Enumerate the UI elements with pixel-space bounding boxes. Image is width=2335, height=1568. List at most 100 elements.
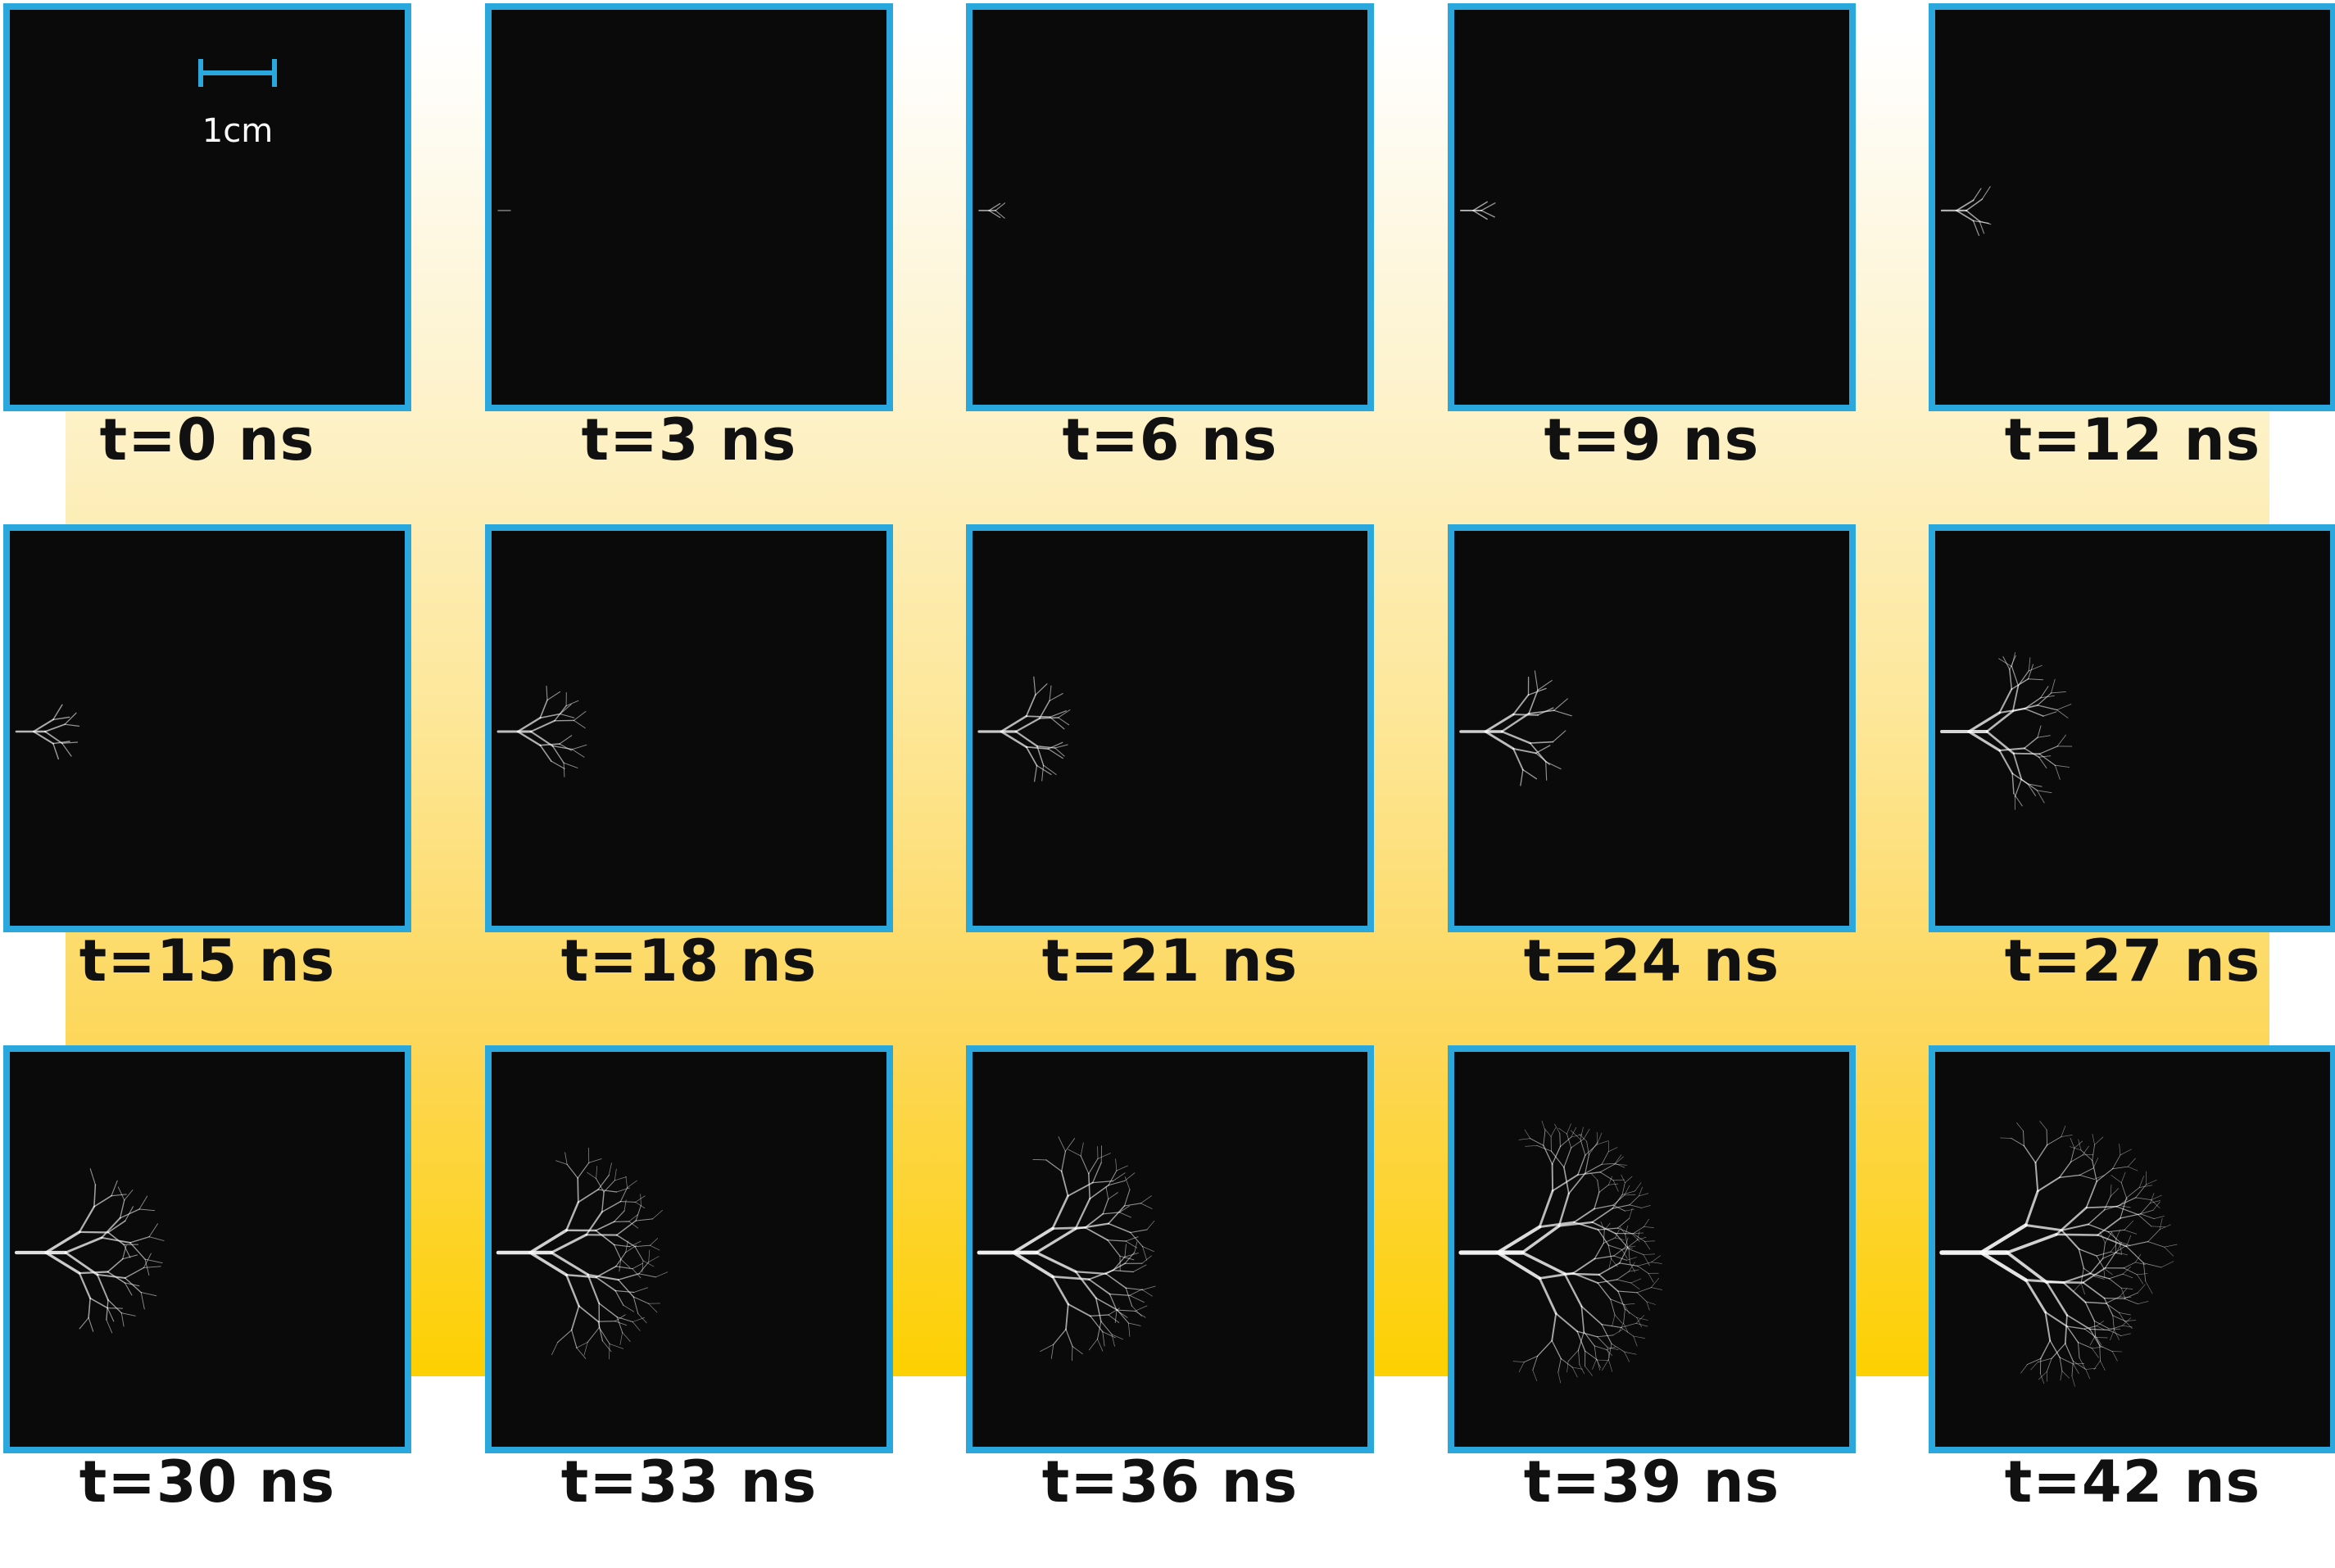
discharge-branch (2037, 791, 2052, 793)
discharge-branch (1081, 1156, 1089, 1174)
discharge-branch (577, 1348, 586, 1358)
discharge-branch (79, 1232, 108, 1233)
discharge-branch (118, 1187, 125, 1200)
discharge-branch (2128, 1158, 2135, 1167)
discharge-branch (626, 1176, 628, 1187)
discharge-branch (2015, 779, 2021, 796)
discharge-branch (1113, 1257, 1125, 1270)
discharge-branch (2017, 1123, 2024, 1131)
discharge-branch (649, 1303, 657, 1312)
discharge-branch (2143, 1263, 2145, 1281)
discharge-branch (1622, 1183, 1625, 1195)
discharge-branch (79, 1272, 108, 1274)
discharge-branch (1611, 1299, 1615, 1315)
panel-time-label: t=39 ns (1448, 1453, 1856, 1511)
discharge-branch (546, 687, 547, 700)
discharge-branch (1644, 1254, 1655, 1255)
discharge-branch (2092, 1144, 2095, 1160)
discharge-branch (1647, 1302, 1650, 1311)
discharge-branch (2060, 1357, 2062, 1371)
discharge-branch (1054, 1330, 1066, 1344)
discharge-branch (2010, 669, 2012, 689)
discharge-branch (1542, 1121, 1545, 1131)
discharge-svg (1454, 10, 1849, 405)
discharge-branch (1625, 1185, 1630, 1195)
discharge-branch (1585, 1144, 1597, 1155)
discharge-branch (596, 1167, 597, 1179)
panel-2: t=6 ns (966, 3, 1367, 526)
discharge-branch (1585, 1366, 1593, 1376)
discharge-branch (1638, 1266, 1648, 1273)
discharge-branch (1513, 749, 1523, 770)
discharge-branch (1648, 1273, 1653, 1282)
panel-time-label: t=18 ns (485, 932, 893, 990)
discharge-branch (1615, 1315, 1622, 1323)
discharge-branch (2151, 1194, 2155, 1203)
discharge-branch (1143, 1247, 1147, 1261)
discharge-branch (1130, 1289, 1143, 1296)
panel-image (3, 1045, 411, 1453)
discharge-branch (1603, 1230, 1604, 1244)
discharge-branch (2086, 1370, 2090, 1380)
discharge-branch (97, 1275, 125, 1278)
discharge-branch (2057, 710, 2069, 718)
discharge-branch (2115, 1239, 2116, 1253)
discharge-branch (2047, 1358, 2052, 1371)
discharge-branch (1473, 202, 1487, 211)
discharge-branch (1602, 1325, 1612, 1344)
discharge-branch (2026, 1191, 2038, 1226)
discharge-pattern (1942, 1122, 2177, 1387)
discharge-branch (578, 1190, 598, 1202)
discharge-branch (1538, 1341, 1553, 1357)
discharge-branch (2109, 1279, 2121, 1288)
discharge-branch (144, 1267, 161, 1268)
discharge-branch (1591, 1173, 1598, 1180)
discharge-branch (1615, 1164, 1627, 1165)
discharge-branch (633, 1297, 648, 1303)
discharge-branch (1131, 1230, 1147, 1233)
discharge-branch (108, 1300, 121, 1313)
discharge-branch (2088, 1210, 2104, 1224)
discharge-pattern (1461, 671, 1571, 786)
discharge-branch (653, 1210, 663, 1219)
discharge-branch (53, 744, 58, 759)
discharge-branch (639, 1262, 649, 1274)
panel-10: t=30 ns (3, 1045, 405, 1568)
discharge-branch (2029, 679, 2043, 680)
discharge-branch (1554, 710, 1572, 716)
discharge-branch (1612, 1315, 1615, 1326)
discharge-branch (1098, 1321, 1101, 1339)
discharge-branch (141, 1293, 144, 1309)
panel-image (1448, 524, 1856, 932)
discharge-branch (2124, 1230, 2137, 1234)
discharge-branch (518, 732, 540, 745)
discharge-svg (973, 10, 1367, 405)
discharge-branch (2074, 1141, 2083, 1148)
discharge-branch (1001, 732, 1027, 747)
discharge-svg (1935, 10, 2330, 405)
discharge-branch (635, 1247, 643, 1261)
discharge-branch (1536, 745, 1550, 753)
discharge-branch (2070, 1138, 2074, 1148)
discharge-branch (1513, 714, 1538, 715)
discharge-branch (530, 1230, 566, 1253)
discharge-branch (1116, 1159, 1117, 1171)
discharge-branch (2092, 1347, 2104, 1348)
discharge-branch (1956, 211, 1974, 221)
panel-image (485, 1045, 893, 1453)
discharge-branch (1098, 1153, 1111, 1159)
discharge-branch (1059, 710, 1070, 718)
discharge-svg (1454, 531, 1849, 926)
discharge-branch (599, 1328, 610, 1344)
discharge-branch (576, 1342, 587, 1348)
discharge-branch (609, 1163, 611, 1176)
discharge-branch (1625, 1352, 1637, 1354)
discharge-branch (2153, 1202, 2160, 1210)
discharge-branch (2120, 1289, 2127, 1297)
discharge-branch (1581, 1307, 1602, 1325)
discharge-branch (602, 1341, 611, 1352)
discharge-branch (2079, 1343, 2080, 1358)
discharge-branch (989, 211, 1000, 217)
discharge-branch (1616, 1157, 1624, 1163)
discharge-branch (1090, 1185, 1109, 1199)
